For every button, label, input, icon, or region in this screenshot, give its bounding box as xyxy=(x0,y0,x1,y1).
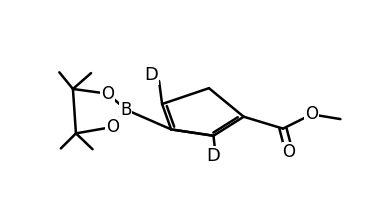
Text: O: O xyxy=(282,143,296,161)
Text: D: D xyxy=(145,67,158,84)
Text: O: O xyxy=(101,85,114,103)
Text: O: O xyxy=(106,118,119,136)
Text: D: D xyxy=(207,147,220,165)
Text: O: O xyxy=(305,105,318,123)
Text: B: B xyxy=(120,101,131,119)
